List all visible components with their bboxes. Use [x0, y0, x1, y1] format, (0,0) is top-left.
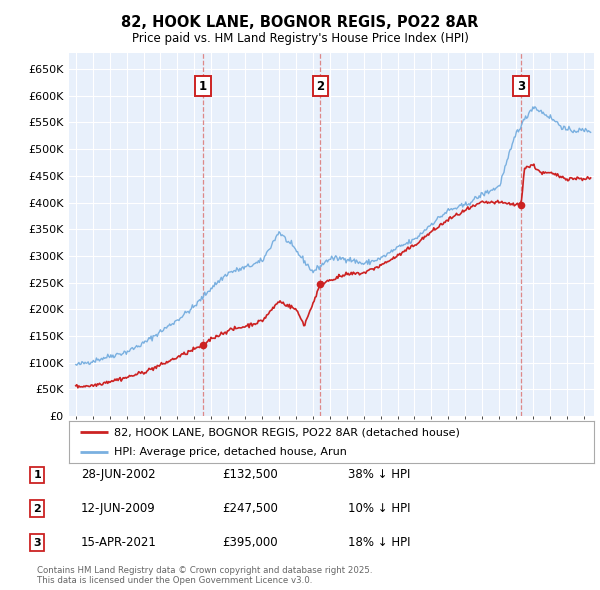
Text: 3: 3	[517, 80, 525, 93]
Text: Price paid vs. HM Land Registry's House Price Index (HPI): Price paid vs. HM Land Registry's House …	[131, 32, 469, 45]
Text: 2: 2	[316, 80, 325, 93]
Text: HPI: Average price, detached house, Arun: HPI: Average price, detached house, Arun	[113, 447, 347, 457]
Text: 82, HOOK LANE, BOGNOR REGIS, PO22 8AR (detached house): 82, HOOK LANE, BOGNOR REGIS, PO22 8AR (d…	[113, 427, 460, 437]
Text: 15-APR-2021: 15-APR-2021	[81, 536, 157, 549]
Text: £247,500: £247,500	[222, 502, 278, 515]
Text: £132,500: £132,500	[222, 468, 278, 481]
Text: 2: 2	[34, 504, 41, 513]
Text: 10% ↓ HPI: 10% ↓ HPI	[348, 502, 410, 515]
Text: 1: 1	[199, 80, 207, 93]
Text: 82, HOOK LANE, BOGNOR REGIS, PO22 8AR: 82, HOOK LANE, BOGNOR REGIS, PO22 8AR	[121, 15, 479, 30]
Text: 38% ↓ HPI: 38% ↓ HPI	[348, 468, 410, 481]
Text: 12-JUN-2009: 12-JUN-2009	[81, 502, 156, 515]
Text: 28-JUN-2002: 28-JUN-2002	[81, 468, 155, 481]
Text: 1: 1	[34, 470, 41, 480]
Text: 18% ↓ HPI: 18% ↓ HPI	[348, 536, 410, 549]
Text: 3: 3	[34, 538, 41, 548]
Text: £395,000: £395,000	[222, 536, 278, 549]
Text: Contains HM Land Registry data © Crown copyright and database right 2025.
This d: Contains HM Land Registry data © Crown c…	[37, 566, 373, 585]
